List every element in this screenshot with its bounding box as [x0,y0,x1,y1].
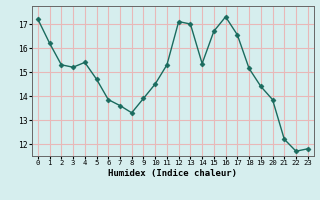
X-axis label: Humidex (Indice chaleur): Humidex (Indice chaleur) [108,169,237,178]
